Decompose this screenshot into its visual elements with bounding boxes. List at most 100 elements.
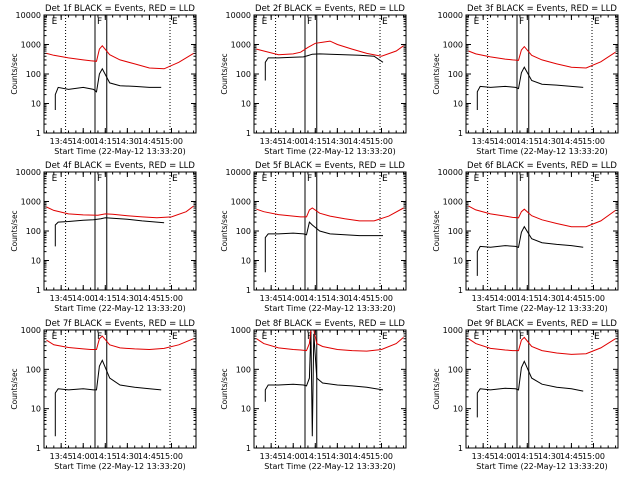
- x-tick-label: 14:00: [494, 452, 517, 461]
- y-tick-label: 10: [31, 100, 41, 109]
- events-series-line: [54, 67, 162, 110]
- y-tick-label: 100: [236, 70, 251, 79]
- marker-letter-f: F: [307, 332, 312, 342]
- y-tick-label: 1000: [231, 326, 251, 335]
- x-tick-label: 14:30: [326, 137, 349, 146]
- marker-letter-e-right: E: [382, 17, 388, 27]
- x-axis-label: Start Time (22-May-12 13:33:20): [476, 147, 607, 156]
- y-tick-label: 10: [31, 405, 41, 414]
- x-axis-label: Start Time (22-May-12 13:33:20): [54, 304, 185, 313]
- panel-title: Det 2f BLACK = Events, RED = LLD: [255, 4, 405, 14]
- lld-series-line: [46, 45, 194, 70]
- y-tick-label: 1: [246, 286, 251, 295]
- x-axis-label: Start Time (22-May-12 13:33:20): [54, 147, 185, 156]
- marker-letter-e-right: E: [172, 174, 178, 184]
- panel-title: Det 7f BLACK = Events, RED = LLD: [45, 319, 195, 329]
- events-series-line: [264, 221, 383, 273]
- x-tick-label: 14:30: [116, 452, 139, 461]
- lld-series-line: [468, 205, 616, 228]
- x-tick-label: 13:45: [50, 452, 73, 461]
- y-tick-label: 10000: [16, 168, 41, 177]
- x-tick-label: 13:45: [472, 452, 495, 461]
- y-tick-label: 1: [458, 129, 463, 138]
- y-tick-label: 100: [448, 70, 463, 79]
- x-tick-label: 13:45: [260, 452, 283, 461]
- y-tick-label: 1000: [21, 326, 41, 335]
- marker-letter-f: F: [97, 174, 102, 184]
- x-tick-label: 15:00: [160, 294, 183, 303]
- y-axis-label: Counts/sec: [220, 53, 229, 94]
- y-tick-label: 1: [246, 444, 251, 453]
- events-series-line: [54, 217, 165, 247]
- x-tick-label: 14:00: [282, 294, 305, 303]
- x-tick-label: 15:00: [582, 137, 605, 146]
- y-tick-label: 1: [458, 444, 463, 453]
- y-tick-label: 10: [453, 257, 463, 266]
- x-tick-label: 14:45: [138, 294, 161, 303]
- x-tick-label: 14:00: [282, 452, 305, 461]
- marker-letter-e-right: E: [172, 332, 178, 342]
- x-tick-label: 14:15: [94, 452, 117, 461]
- marker-letter-f: F: [519, 174, 524, 184]
- y-tick-label: 10000: [226, 11, 251, 20]
- y-tick-label: 100: [236, 365, 251, 374]
- x-tick-label: 14:00: [72, 452, 95, 461]
- y-tick-label: 1000: [231, 41, 251, 50]
- marker-letter-f: F: [97, 17, 102, 27]
- x-tick-label: 14:00: [282, 137, 305, 146]
- x-tick-label: 14:45: [348, 452, 371, 461]
- lld-series-line: [256, 207, 404, 222]
- x-tick-label: 15:00: [370, 452, 393, 461]
- x-tick-label: 15:00: [160, 137, 183, 146]
- y-axis-label: Counts/sec: [10, 53, 19, 94]
- y-axis-label: Counts/sec: [432, 210, 441, 251]
- x-axis-label: Start Time (22-May-12 13:33:20): [264, 462, 395, 471]
- panel-det-5: Det 5f BLACK = Events, RED = LLD E F E 1 10 10…: [220, 161, 407, 313]
- panel-det-6: Det 6f BLACK = Events, RED = LLD E F E 1 10 10…: [432, 161, 619, 313]
- y-axis-label: Counts/sec: [432, 368, 441, 409]
- x-tick-label: 14:30: [538, 137, 561, 146]
- y-tick-label: 1000: [231, 198, 251, 207]
- marker-letter-e-left: E: [474, 17, 480, 27]
- y-tick-label: 1000: [443, 198, 463, 207]
- panel-title: Det 5f BLACK = Events, RED = LLD: [255, 161, 405, 171]
- y-axis-label: Counts/sec: [432, 53, 441, 94]
- panel-det-1: Det 1f BLACK = Events, RED = LLD E F E 1 10 10…: [10, 4, 197, 156]
- y-tick-label: 10000: [438, 11, 463, 20]
- marker-letter-e-right: E: [382, 174, 388, 184]
- x-tick-label: 14:30: [538, 294, 561, 303]
- x-axis-label: Start Time (22-May-12 13:33:20): [264, 304, 395, 313]
- y-tick-label: 1: [36, 129, 41, 138]
- y-tick-label: 10: [241, 257, 251, 266]
- events-series-line: [476, 66, 584, 110]
- marker-letter-e-left: E: [52, 332, 58, 342]
- x-tick-label: 14:15: [304, 137, 327, 146]
- y-tick-label: 100: [26, 365, 41, 374]
- y-tick-label: 1: [36, 444, 41, 453]
- x-tick-label: 14:00: [72, 294, 95, 303]
- marker-letter-e-right: E: [594, 17, 600, 27]
- x-tick-label: 14:30: [116, 137, 139, 146]
- marker-letter-e-right: E: [594, 174, 600, 184]
- y-tick-label: 100: [448, 365, 463, 374]
- x-tick-label: 14:00: [494, 137, 517, 146]
- marker-letter-f: F: [519, 332, 524, 342]
- panel-det-7: Det 7f BLACK = Events, RED = LLD E F E 1 10 10…: [10, 319, 197, 471]
- y-tick-label: 1000: [21, 198, 41, 207]
- y-tick-label: 100: [236, 227, 251, 236]
- x-tick-label: 14:15: [94, 294, 117, 303]
- marker-letter-e-left: E: [262, 17, 268, 27]
- x-tick-label: 14:45: [348, 137, 371, 146]
- panel-title: Det 6f BLACK = Events, RED = LLD: [467, 161, 617, 171]
- x-tick-label: 14:00: [72, 137, 95, 146]
- marker-letter-e-left: E: [474, 332, 480, 342]
- y-axis-label: Counts/sec: [220, 210, 229, 251]
- marker-letter-e-left: E: [52, 174, 58, 184]
- y-axis-label: Counts/sec: [220, 368, 229, 409]
- lld-series-line: [468, 336, 616, 355]
- y-tick-label: 100: [26, 227, 41, 236]
- y-axis-label: Counts/sec: [10, 368, 19, 409]
- marker-letter-f: F: [97, 332, 102, 342]
